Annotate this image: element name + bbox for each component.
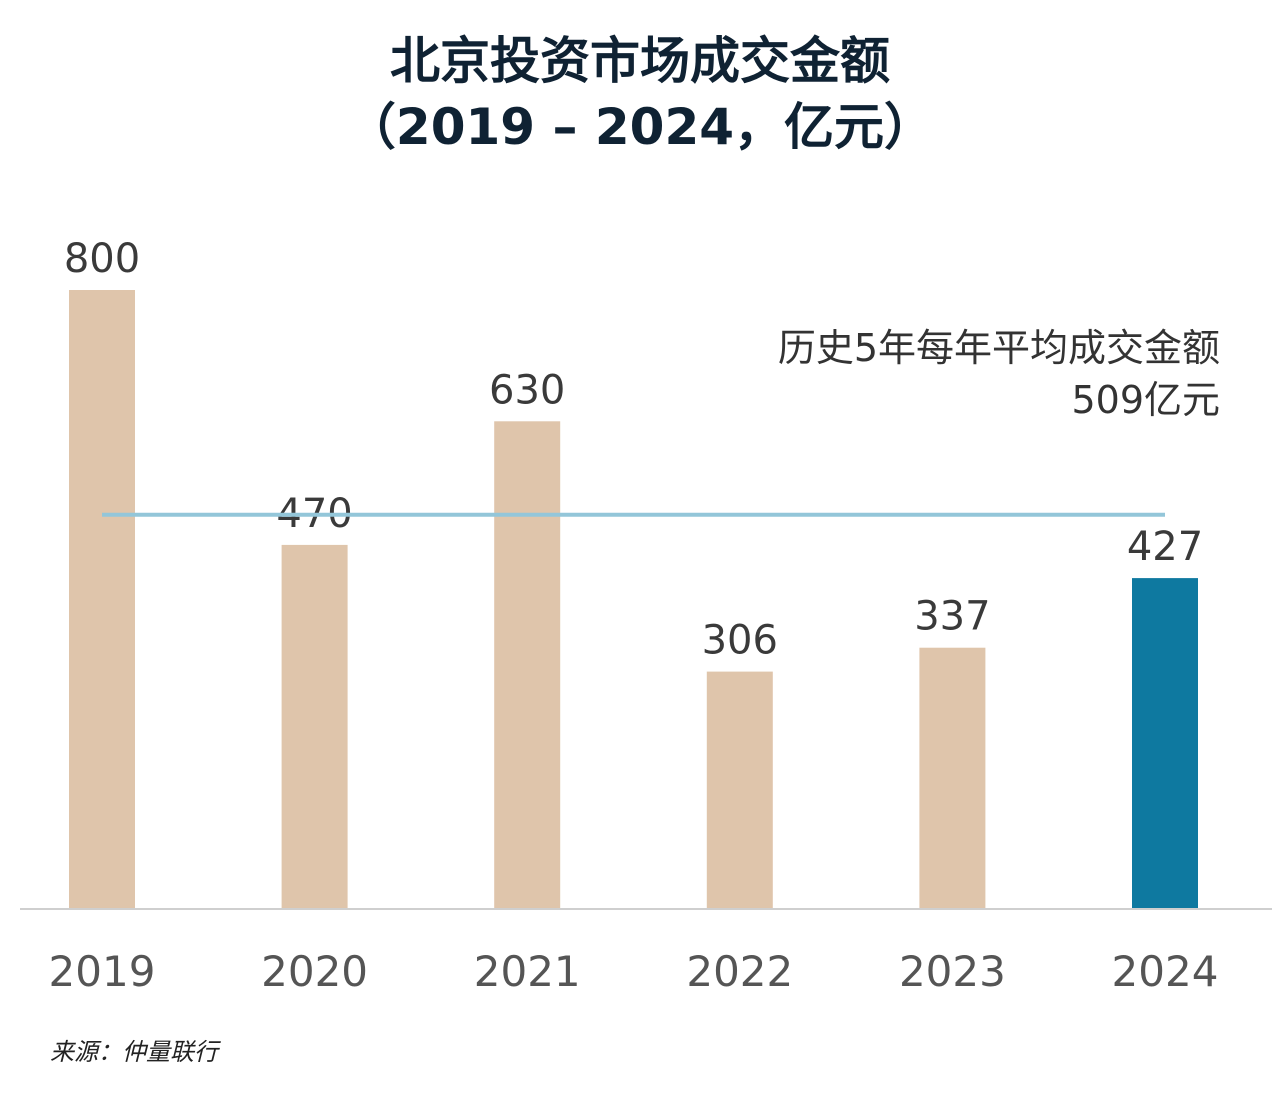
x-tick-label-2022: 2022 bbox=[686, 947, 793, 996]
bar-2023 bbox=[919, 647, 986, 908]
data-label-2019: 800 bbox=[64, 236, 140, 282]
data-label-2022: 306 bbox=[702, 618, 778, 664]
x-tick-label-2024: 2024 bbox=[1112, 947, 1219, 996]
x-tick-label-2021: 2021 bbox=[474, 947, 581, 996]
x-tick-label-2023: 2023 bbox=[899, 947, 1006, 996]
data-label-2023: 337 bbox=[914, 594, 990, 640]
chart-title-block: 北京投资市场成交金额 （2019 – 2024，亿元） bbox=[0, 28, 1280, 160]
average-value-label: 509亿元 bbox=[1071, 378, 1220, 422]
bar-2021 bbox=[494, 421, 561, 908]
average-annotation: 历史5年每年平均成交金额 509亿元 bbox=[778, 322, 1220, 426]
bar-2024 bbox=[1132, 578, 1198, 908]
average-label: 历史5年每年平均成交金额 bbox=[777, 326, 1220, 370]
source-note: 来源：仲量联行 bbox=[50, 1038, 218, 1066]
chart-title: 北京投资市场成交金额 bbox=[390, 32, 890, 90]
chart-subtitle: （2019 – 2024，亿元） bbox=[345, 98, 935, 156]
data-label-2024: 427 bbox=[1127, 524, 1203, 570]
data-label-2021: 630 bbox=[489, 367, 565, 413]
bar-2019 bbox=[69, 290, 135, 908]
x-tick-label-2019: 2019 bbox=[49, 947, 156, 996]
x-tick-label-2020: 2020 bbox=[261, 947, 368, 996]
bar-2020 bbox=[281, 544, 348, 908]
bar-2022 bbox=[706, 671, 773, 908]
